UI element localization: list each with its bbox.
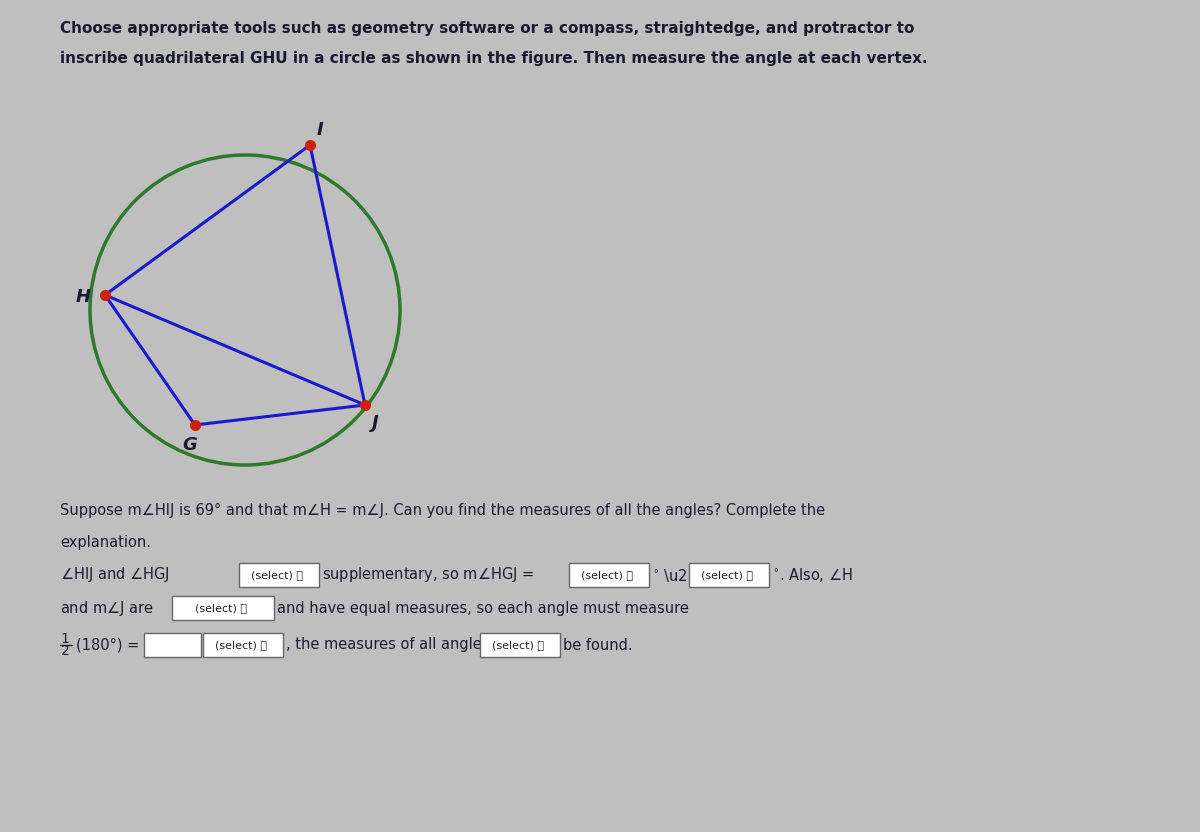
Text: (select) ⌵: (select) ⌵	[194, 603, 247, 613]
FancyBboxPatch shape	[144, 633, 202, 657]
Text: J: J	[372, 414, 378, 432]
Text: (select) ⌵: (select) ⌵	[582, 570, 634, 580]
Text: (select) ⌵: (select) ⌵	[702, 570, 754, 580]
Text: (select) ⌵: (select) ⌵	[492, 640, 545, 650]
Text: (180°) =: (180°) =	[76, 637, 139, 652]
Text: Suppose m∠HIJ is 69° and that m∠H = m∠J. Can you find the measures of all the an: Suppose m∠HIJ is 69° and that m∠H = m∠J.…	[60, 503, 826, 518]
FancyBboxPatch shape	[172, 596, 274, 620]
Text: supplementary, so m$\angle$HGJ =: supplementary, so m$\angle$HGJ =	[322, 566, 534, 585]
Text: (select) ⌵: (select) ⌵	[216, 640, 268, 650]
Text: $^{\circ}$ \u2212 69° =: $^{\circ}$ \u2212 69° =	[652, 566, 763, 584]
Text: $^{\circ}$. Also, $\angle$H: $^{\circ}$. Also, $\angle$H	[772, 566, 853, 584]
Text: I: I	[317, 121, 323, 139]
FancyBboxPatch shape	[569, 563, 649, 587]
Text: and m$\angle$J are: and m$\angle$J are	[60, 598, 154, 617]
FancyBboxPatch shape	[480, 633, 560, 657]
Text: G: G	[182, 436, 197, 454]
Text: (select) ⌵: (select) ⌵	[252, 570, 304, 580]
Text: explanation.: explanation.	[60, 536, 151, 551]
Text: 2: 2	[61, 644, 70, 658]
Text: 1: 1	[60, 632, 68, 646]
Text: and have equal measures, so each angle must measure: and have equal measures, so each angle m…	[277, 601, 689, 616]
FancyBboxPatch shape	[239, 563, 319, 587]
Text: be found.: be found.	[563, 637, 632, 652]
Text: Choose appropriate tools such as geometry software or a compass, straightedge, a: Choose appropriate tools such as geometr…	[60, 21, 914, 36]
Text: H: H	[76, 288, 90, 306]
Text: $\angle$HIJ and $\angle$HGJ: $\angle$HIJ and $\angle$HGJ	[60, 566, 170, 585]
Text: inscribe quadrilateral GHU in a circle as shown in the figure. Then measure the : inscribe quadrilateral GHU in a circle a…	[60, 51, 928, 66]
FancyBboxPatch shape	[203, 633, 283, 657]
Text: , the measures of all angles: , the measures of all angles	[286, 637, 490, 652]
FancyBboxPatch shape	[689, 563, 769, 587]
